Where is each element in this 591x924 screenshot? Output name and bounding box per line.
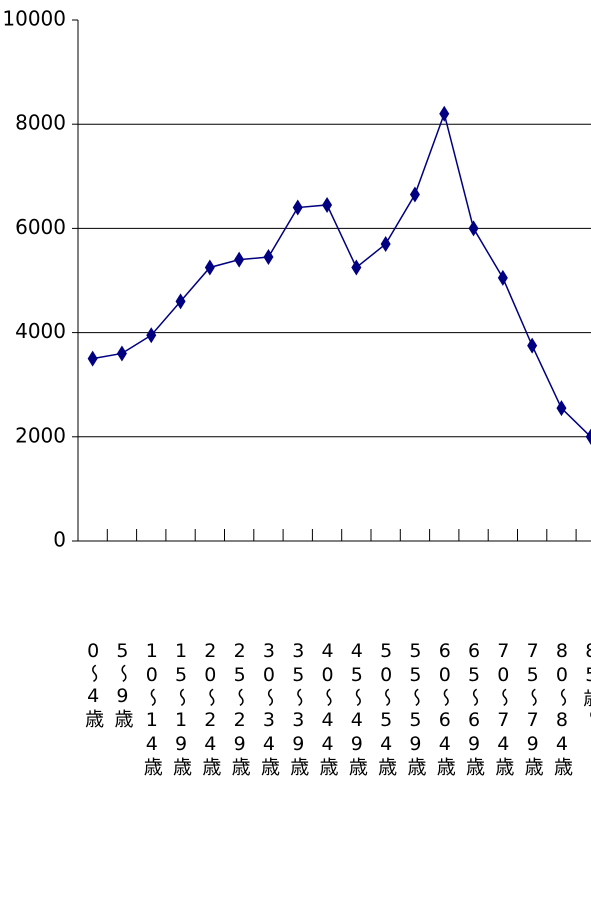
x-tick-label: 75～79歳 <box>522 640 544 778</box>
point <box>585 428 591 445</box>
point <box>527 337 538 354</box>
point <box>87 350 98 367</box>
x-tick-label: 60～64歳 <box>434 640 456 778</box>
x-tick-label: 20～24歳 <box>199 640 221 778</box>
x-tick-label: 65～69歳 <box>463 640 485 778</box>
x-tick-label: 45～49歳 <box>346 640 368 778</box>
y-tick-label: 2000 <box>15 423 66 447</box>
y-tick-label: 6000 <box>15 215 66 239</box>
point <box>439 105 450 122</box>
point <box>263 249 274 266</box>
y-tick-label: 0 <box>53 528 66 552</box>
point <box>292 199 303 216</box>
point <box>468 220 479 237</box>
point <box>409 186 420 203</box>
x-tick-label: 35～39歳 <box>287 640 309 778</box>
x-tick-label: 0～4歳 <box>82 640 104 730</box>
x-tick-label: 40～44歳 <box>317 640 339 778</box>
x-tick-label: 55～59歳 <box>404 640 426 778</box>
point <box>146 327 157 344</box>
x-tick-label: 85歳～ <box>580 640 591 730</box>
point <box>556 400 567 417</box>
line <box>92 111 591 438</box>
point <box>204 259 215 276</box>
point <box>116 345 127 362</box>
y-tick-label: 4000 <box>15 319 66 343</box>
point <box>380 236 391 253</box>
point <box>351 259 362 276</box>
x-tick-label: 15～19歳 <box>170 640 192 778</box>
y-tick-label: 10000 <box>2 7 66 31</box>
x-tick-label: 50～54歳 <box>375 640 397 778</box>
x-tick-label: 30～34歳 <box>258 640 280 778</box>
x-tick-label: 10～14歳 <box>141 640 163 778</box>
x-tick-label: 80～84歳 <box>551 640 573 778</box>
point <box>322 196 333 213</box>
y-tick-label: 8000 <box>15 111 66 135</box>
x-tick-label: 70～74歳 <box>492 640 514 778</box>
point <box>234 251 245 268</box>
x-tick-label: 5～9歳 <box>111 640 133 730</box>
point <box>175 293 186 310</box>
x-tick-label: 25～29歳 <box>229 640 251 778</box>
point <box>497 269 508 286</box>
